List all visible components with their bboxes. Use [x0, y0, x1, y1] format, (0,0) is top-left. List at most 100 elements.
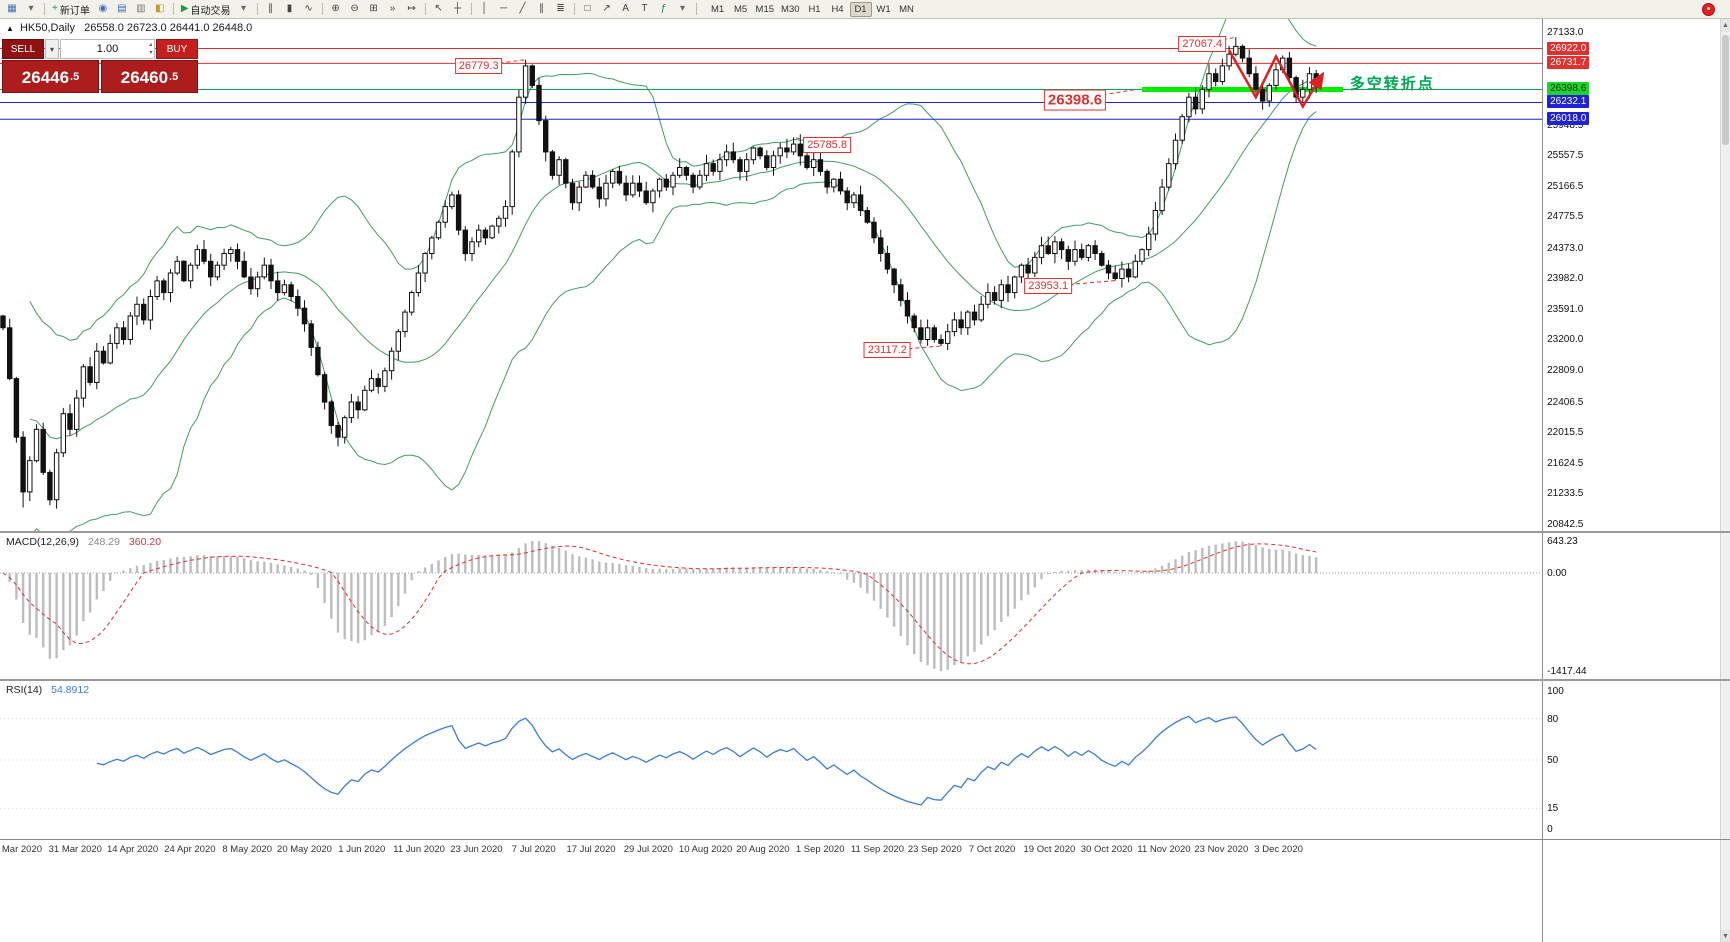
date-axis-label: 23 Sep 2020 [907, 844, 962, 855]
vertical-line-icon[interactable]: │ [476, 1, 494, 17]
date-axis-label: 11 Nov 2020 [1137, 844, 1191, 855]
timeframe-h4[interactable]: H4 [827, 2, 849, 17]
timeframe-m1[interactable]: M1 [707, 2, 729, 17]
headset-icon[interactable]: ◉ [94, 1, 112, 17]
bollinger-lower-band[interactable] [30, 111, 1317, 532]
stepper-up-icon[interactable]: ▴ [148, 42, 152, 48]
channel-icon: ∥ [539, 3, 545, 14]
date-axis-label: 10 Aug 2020 [678, 844, 733, 855]
price-callout-label[interactable]: 23117.2 [863, 342, 911, 359]
indicators-icon[interactable]: ƒ [655, 1, 673, 17]
price-level-badge: 26922.0 [1547, 42, 1590, 55]
price-axis: 27133.0 25948.5 25557.5 25166.5 24775.5 24373… [1542, 19, 1720, 942]
scrollbar-up-icon[interactable]: ▲ [1721, 19, 1730, 32]
axis-price-label: 20842.5 [1547, 519, 1584, 530]
chart-profiles-icon[interactable]: ▾ [22, 1, 40, 17]
rsi-canvas[interactable] [0, 681, 1543, 841]
cursor-icon: ↖ [434, 3, 443, 14]
text-label-icon[interactable]: T [636, 1, 654, 17]
axis-price-label: 22015.5 [1547, 427, 1584, 438]
sell-button[interactable]: SELL [2, 39, 44, 59]
autotrading-button[interactable]: ▶ 自动交易 [178, 1, 234, 17]
macd-histogram [8, 541, 1318, 671]
new-order-button[interactable]: + 新订单 [49, 1, 93, 17]
shapes-icon[interactable]: □ [579, 1, 597, 17]
zigzag-annotation[interactable] [1228, 49, 1325, 110]
market-watch-icon[interactable]: ▤ [113, 1, 131, 17]
bar-chart-icon[interactable]: ∥ [262, 1, 280, 17]
bollinger-upper-band[interactable] [29, 19, 1317, 341]
zoom-in-icon[interactable]: ⊕ [327, 1, 345, 17]
buy-price-button[interactable]: 26460.5 [101, 60, 198, 93]
turning-point-note[interactable]: 多空转折点 [1349, 75, 1435, 93]
sell-price-button[interactable]: 26446.5 [2, 60, 99, 93]
scrollbar-thumb[interactable] [1722, 35, 1729, 145]
chart-shift-icon[interactable]: ↦ [403, 1, 421, 17]
chart-column: ▲ HK50,Daily 26558.0 26723.0 26441.0 264… [0, 19, 1543, 942]
symbol-triangle-icon: ▲ [6, 24, 14, 33]
autotrading-menu-icon[interactable]: ▾ [235, 1, 253, 17]
macd-main-value: 248.29 [87, 536, 120, 548]
timeframe-w1[interactable]: W1 [873, 2, 895, 17]
toolbar-separator [470, 3, 472, 15]
bar-chart-icon: ∥ [268, 3, 274, 14]
axis-price-label: 25166.5 [1547, 181, 1584, 192]
price-main-digits: 26460 [120, 68, 169, 87]
crosshair-icon[interactable]: ┼ [449, 1, 467, 17]
date-axis-label: 11 Sep 2020 [850, 844, 905, 855]
tile-windows-icon[interactable]: ⊞ [365, 1, 383, 17]
price-callout-label[interactable]: 26779.3 [454, 57, 503, 74]
price-callout-label[interactable]: 27067.4 [1178, 36, 1227, 52]
timeframe-m5[interactable]: M5 [730, 2, 752, 17]
autotrading-button-label: 自动交易 [190, 5, 231, 17]
volume-field[interactable]: 1.00 ▴ ▾ [60, 39, 155, 59]
order-type-dropdown-icon[interactable]: ▾ [45, 39, 59, 59]
trendline-icon[interactable]: ╱ [514, 1, 532, 17]
panel-splitter[interactable] [0, 679, 1730, 681]
macd-canvas[interactable] [0, 533, 1543, 679]
autotrading-icon: ▶ [180, 3, 189, 14]
candle-chart-icon[interactable]: ▮ [281, 1, 299, 17]
notification-icon[interactable] [1702, 2, 1715, 16]
channel-icon[interactable]: ∥ [533, 1, 551, 17]
fibonacci-icon: ≣ [556, 3, 565, 14]
scrollbar-down-icon[interactable]: ▼ [1721, 930, 1730, 942]
main-chart-panel[interactable]: ▲ HK50,Daily 26558.0 26723.0 26441.0 264… [0, 19, 1543, 531]
navigator-icon[interactable]: ◧ [151, 1, 169, 17]
data-window-icon[interactable]: ▥ [132, 1, 150, 17]
line-chart-icon[interactable]: ∿ [300, 1, 318, 17]
auto-scroll-icon[interactable]: » [384, 1, 402, 17]
axis-price-label: 22809.0 [1547, 365, 1584, 376]
timeframe-m15[interactable]: M15 [753, 2, 777, 17]
macd-axis-label: 0.00 [1547, 568, 1567, 579]
stepper-down-icon[interactable]: ▾ [148, 50, 152, 56]
vertical-scrollbar[interactable]: ▲ ▼ [1720, 19, 1730, 942]
arrows-icon[interactable]: ↗ [598, 1, 616, 17]
rsi-name: RSI(14) [6, 684, 43, 696]
macd-panel[interactable]: MACD(12,26,9) 248.29 360.20 [0, 533, 1543, 679]
buy-button[interactable]: BUY [156, 39, 198, 59]
panel-splitter[interactable] [0, 531, 1730, 533]
zoom-out-icon[interactable]: ⊖ [346, 1, 364, 17]
price-callout-label[interactable]: 23953.1 [1024, 278, 1073, 295]
fibonacci-icon[interactable]: ≣ [552, 1, 570, 17]
horizontal-line-icon[interactable]: ─ [495, 1, 513, 17]
text-icon[interactable]: A [617, 1, 635, 17]
timeframe-m30[interactable]: M30 [778, 2, 802, 17]
timeframe-d1[interactable]: D1 [849, 1, 872, 17]
axis-price-label: 24373.0 [1547, 243, 1584, 254]
symbol-name: HK50,Daily [19, 22, 76, 34]
timeframe-h1[interactable]: H1 [804, 2, 826, 17]
price-callout-label[interactable]: 25785.8 [803, 136, 851, 153]
cursor-icon[interactable]: ↖ [430, 1, 448, 17]
main-chart-canvas[interactable] [0, 19, 1543, 531]
date-axis-label: 1 Sep 2020 [795, 844, 845, 855]
new-chart-icon[interactable]: ▦ [3, 1, 21, 17]
timeframe-mn[interactable]: MN [896, 2, 918, 17]
price-callout-label[interactable]: 26398.6 [1043, 89, 1107, 110]
volume-stepper[interactable]: ▴ ▾ [149, 41, 152, 57]
rsi-panel[interactable]: RSI(14) 54.8912 [0, 681, 1543, 841]
toolbar-separator [424, 3, 426, 15]
indicator-menu-icon[interactable]: ▾ [674, 1, 692, 17]
